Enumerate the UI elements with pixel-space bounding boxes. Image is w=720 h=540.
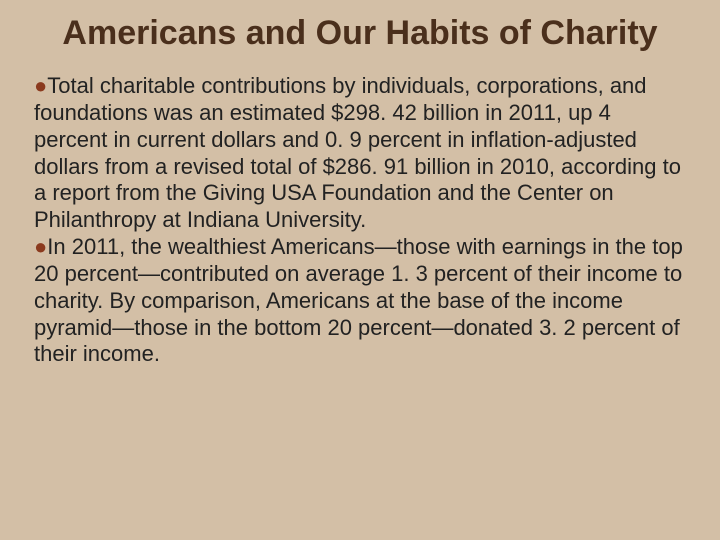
slide: Americans and Our Habits of Charity ●Tot… — [0, 0, 720, 540]
bullet-text-0: Total charitable contributions by indivi… — [34, 73, 681, 232]
bullet-icon: ● — [34, 234, 47, 259]
bullet-text-1: In 2011, the wealthiest Americans—those … — [34, 234, 683, 366]
bullet-icon: ● — [34, 73, 47, 98]
slide-title: Americans and Our Habits of Charity — [34, 14, 686, 53]
slide-body: ●Total charitable contributions by indiv… — [34, 73, 686, 368]
